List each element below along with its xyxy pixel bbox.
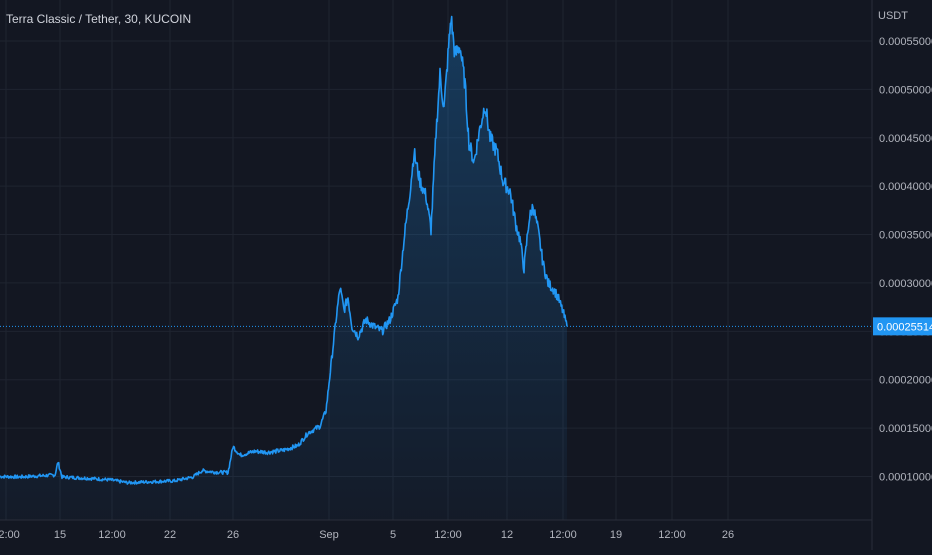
price-series-line bbox=[0, 15, 568, 485]
y-tick-label: 0.00055000 bbox=[879, 36, 932, 48]
y-tick-label: 0.00050000 bbox=[879, 84, 932, 96]
x-tick-label: 12:00 bbox=[434, 529, 462, 541]
x-tick-label: Sep bbox=[319, 529, 339, 541]
last-price-tag: 0.00025514 bbox=[873, 317, 932, 336]
currency-label: USDT bbox=[878, 10, 908, 22]
x-tick-label: 12 bbox=[501, 529, 513, 541]
y-tick-label: 0.00015000 bbox=[879, 423, 932, 435]
x-tick-label: 12:00 bbox=[658, 529, 686, 541]
x-tick-label: 26 bbox=[722, 529, 734, 541]
x-tick-label: 19 bbox=[610, 529, 622, 541]
x-tick-label: 22 bbox=[164, 529, 176, 541]
x-tick-label: 15 bbox=[54, 529, 66, 541]
y-tick-label: 0.00035000 bbox=[879, 230, 932, 242]
y-tick-label: 0.00040000 bbox=[879, 181, 932, 193]
y-tick-label: 0.00045000 bbox=[879, 133, 932, 145]
symbol-title: Terra Classic / Tether, 30, KUCOIN bbox=[6, 12, 192, 26]
price-line bbox=[0, 15, 568, 485]
x-tick-label: 26 bbox=[227, 529, 239, 541]
last-price-tag-bg bbox=[873, 317, 932, 336]
x-tick-label: 12:00 bbox=[0, 529, 20, 541]
x-tick-label: 5 bbox=[390, 529, 396, 541]
y-tick-label: 0.00020000 bbox=[879, 375, 932, 387]
last-price-value: 0.00025514 bbox=[877, 321, 932, 333]
y-tick-label: 0.00010000 bbox=[879, 471, 932, 483]
x-tick-label: 12:00 bbox=[549, 529, 577, 541]
price-area bbox=[0, 16, 567, 520]
x-tick-label: 12:00 bbox=[98, 529, 126, 541]
price-area-fill bbox=[0, 16, 567, 520]
y-tick-label: 0.00030000 bbox=[879, 278, 932, 290]
